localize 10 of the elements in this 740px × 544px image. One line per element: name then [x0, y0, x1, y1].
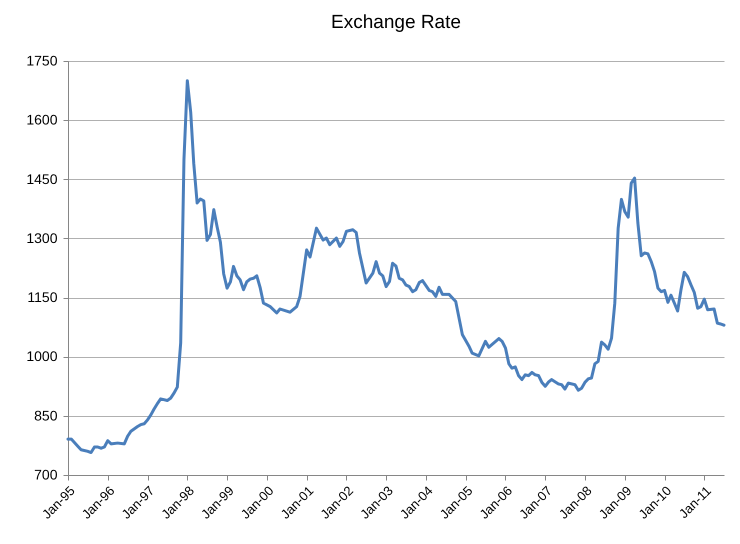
- y-tick-label: 850: [34, 407, 58, 424]
- line-series: [66, 79, 726, 454]
- y-tick-label: 1750: [26, 52, 58, 68]
- y-tick-label: 1600: [26, 112, 58, 128]
- y-tick-label: 700: [34, 466, 58, 482]
- y-tick-label: 1450: [26, 170, 58, 187]
- chart-title: Exchange Rate: [331, 12, 461, 33]
- y-tick-label: 1150: [27, 289, 58, 306]
- y-tick-label: 1000: [26, 348, 58, 364]
- y-tick-label: 1300: [26, 230, 58, 246]
